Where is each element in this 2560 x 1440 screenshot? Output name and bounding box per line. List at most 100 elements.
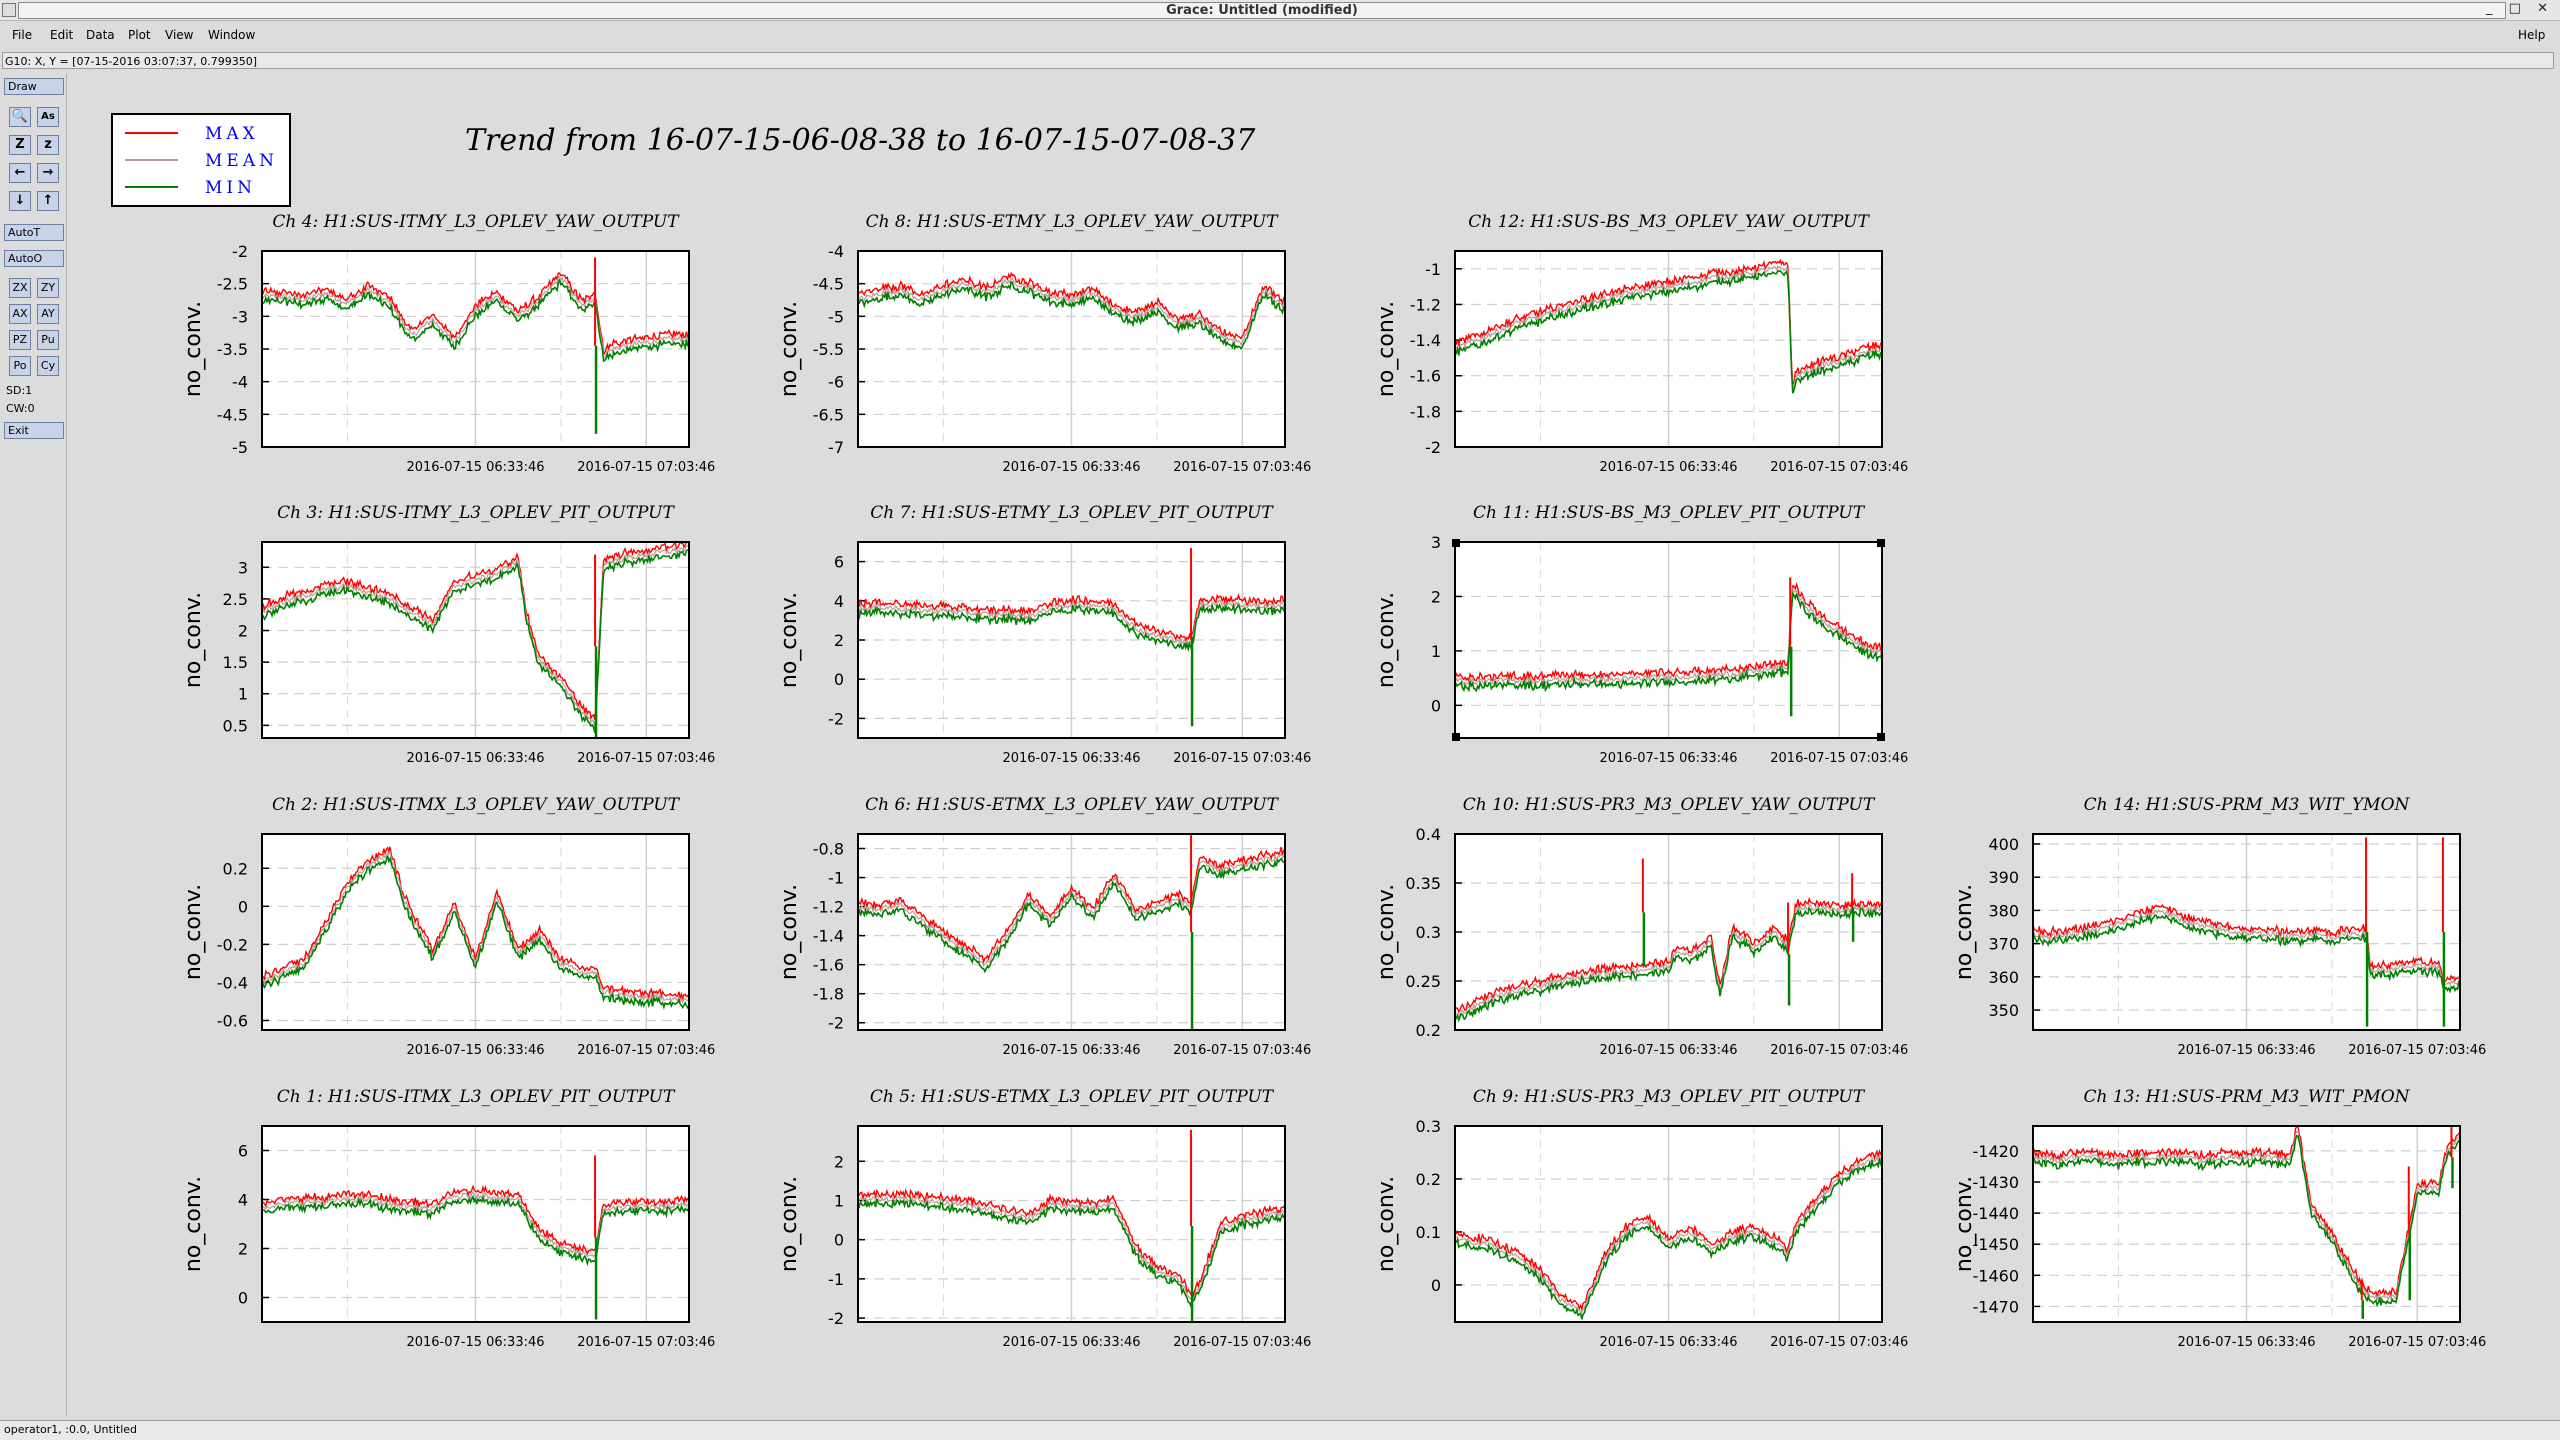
panel-title: Ch 11: H1:SUS-BS_M3_OPLEV_PIT_OUTPUT — [1473, 503, 1866, 523]
selection-handle[interactable] — [1877, 539, 1885, 547]
selection-handle[interactable] — [1452, 733, 1460, 741]
y-tick-label: 1 — [238, 685, 248, 704]
panel-ch-ch-8[interactable]: Ch 8: H1:SUS-ETMY_L3_OPLEV_YAW_OUTPUT 201… — [777, 212, 1311, 475]
series-max — [2032, 903, 2461, 983]
menu-data[interactable]: Data — [86, 28, 115, 42]
series-min — [857, 1196, 1286, 1309]
panel-ch-ch-2[interactable]: Ch 2: H1:SUS-ITMX_L3_OPLEV_YAW_OUTPUT 201… — [181, 795, 715, 1058]
y-tick-label: -1430 — [1973, 1173, 2020, 1192]
trend-chart[interactable]: MAX MEAN MIN Trend from 16-07-15-06-08-3… — [70, 74, 2560, 1416]
y-tick-label: 4 — [238, 1191, 248, 1210]
series-max — [261, 272, 690, 357]
series-min — [261, 278, 690, 363]
arrow-down-icon[interactable]: ↓ — [9, 191, 31, 211]
x-tick-label: 2016-07-15 07:03:46 — [2348, 1043, 2486, 1058]
window-controls[interactable]: _ □ ✕ — [2486, 1, 2554, 16]
menu-view[interactable]: View — [165, 28, 194, 42]
y-tick-label: 2 — [834, 631, 844, 650]
series-max — [857, 593, 1286, 642]
panel-ch-ch-4[interactable]: Ch 4: H1:SUS-ITMY_L3_OPLEV_YAW_OUTPUT 201… — [181, 212, 715, 475]
pu-button[interactable]: Pu — [37, 330, 59, 350]
panel-ch-ch-14[interactable]: Ch 14: H1:SUS-PRM_M3_WIT_YMON 2016-07-15 … — [1952, 795, 2486, 1058]
menu-plot[interactable]: Plot — [128, 28, 151, 42]
menu-file[interactable]: File — [12, 28, 33, 42]
arrow-left-icon[interactable]: ← — [9, 163, 31, 183]
series-mean — [2032, 908, 2461, 987]
zx-button[interactable]: ZX — [9, 278, 31, 298]
y-tick-label: 0.3 — [1416, 923, 1441, 942]
tool-panel: Draw 🔍 As Z z ← → ↓ ↑ AutoT AutoO ZX ZY … — [2, 74, 67, 1416]
series-max — [1454, 582, 1883, 684]
title-bar: Grace: Untitled (modified) _ □ ✕ — [0, 0, 2560, 21]
autoo-button[interactable]: AutoO — [4, 250, 64, 267]
panel-title: Ch 7: H1:SUS-ETMY_L3_OPLEV_PIT_OUTPUT — [870, 503, 1274, 523]
y-tick-label: 6 — [834, 553, 844, 572]
cy-button[interactable]: Cy — [37, 356, 59, 376]
panel-ch-ch-5[interactable]: Ch 5: H1:SUS-ETMX_L3_OPLEV_PIT_OUTPUT201… — [777, 1087, 1311, 1350]
panel-ch-ch-13[interactable]: Ch 13: H1:SUS-PRM_M3_WIT_PMON 2016-07-15 … — [1952, 1087, 2486, 1350]
menu-window[interactable]: Window — [208, 28, 256, 42]
y-tick-label: 6 — [238, 1142, 248, 1161]
panel-ch-ch-12[interactable]: Ch 12: H1:SUS-BS_M3_OPLEV_YAW_OUTPUT 2016… — [1374, 212, 1908, 475]
panel-ch-ch-11[interactable]: Ch 11: H1:SUS-BS_M3_OPLEV_PIT_OUTPUT 2016… — [1374, 503, 1908, 766]
arrow-right-icon[interactable]: → — [37, 163, 59, 183]
x-tick-label: 2016-07-15 06:33:46 — [2177, 1335, 2315, 1350]
y-tick-label: -4 — [232, 373, 248, 392]
ax-button[interactable]: AX — [9, 304, 31, 324]
zy-button[interactable]: ZY — [37, 278, 59, 298]
x-tick-label: 2016-07-15 06:33:46 — [1002, 1043, 1140, 1058]
menu-help[interactable]: Help — [2518, 28, 2546, 42]
po-button[interactable]: Po — [9, 356, 31, 376]
zoom-in-icon[interactable]: Z — [9, 135, 31, 155]
autoscale-icon[interactable]: As — [37, 107, 59, 127]
series-min — [1454, 269, 1883, 394]
y-tick-label: 1.5 — [223, 653, 248, 672]
y-tick-label: 0.5 — [223, 716, 248, 735]
y-axis-label: no_conv. — [777, 301, 802, 397]
y-tick-label: -3.5 — [217, 340, 248, 359]
draw-button[interactable]: Draw — [4, 78, 64, 95]
x-tick-label: 2016-07-15 07:03:46 — [577, 1335, 715, 1350]
panel-ch-ch-9[interactable]: Ch 9: H1:SUS-PR3_M3_OPLEV_PIT_OUTPUT 2016… — [1374, 1087, 1908, 1350]
y-axis-label: no_conv. — [1374, 884, 1399, 980]
autot-button[interactable]: AutoT — [4, 224, 64, 241]
current-world-info: CW:0 — [6, 402, 35, 415]
y-tick-label: -1 — [828, 869, 844, 888]
x-tick-label: 2016-07-15 06:33:46 — [1599, 751, 1737, 766]
legend-box[interactable]: MAX MEAN MIN — [111, 113, 291, 207]
arrow-up-icon[interactable]: ↑ — [37, 191, 59, 211]
y-axis-label: no_conv. — [1952, 884, 1977, 980]
panel-ch-ch-3[interactable]: Ch 3: H1:SUS-ITMY_L3_OPLEV_PIT_OUTPUT 201… — [181, 503, 715, 766]
ay-button[interactable]: AY — [37, 304, 59, 324]
series-mean — [857, 278, 1286, 346]
y-tick-label: 4 — [834, 592, 844, 611]
plot-frame — [1454, 541, 1883, 739]
pz-button[interactable]: PZ — [9, 330, 31, 350]
selection-handle[interactable] — [1877, 733, 1885, 741]
plot-frame — [261, 1125, 690, 1323]
exit-button[interactable]: Exit — [4, 422, 64, 439]
y-axis-label: no_conv. — [777, 1176, 802, 1272]
app-icon[interactable] — [2, 3, 16, 17]
legend-max-label: MAX — [205, 124, 259, 144]
plot-frame — [857, 1125, 1286, 1323]
panel-ch-ch-6[interactable]: Ch 6: H1:SUS-ETMX_L3_OPLEV_YAW_OUTPUT 201… — [777, 795, 1311, 1058]
plot-canvas[interactable]: MAX MEAN MIN Trend from 16-07-15-06-08-3… — [70, 74, 2560, 1416]
y-tick-label: 360 — [1988, 968, 2019, 987]
plot-frame — [2032, 1125, 2461, 1323]
y-axis-label: no_conv. — [181, 592, 206, 688]
panel-ch-ch-7[interactable]: Ch 7: H1:SUS-ETMY_L3_OPLEV_PIT_OUTPUT 201… — [777, 503, 1311, 766]
y-tick-label: 0.4 — [1416, 825, 1441, 844]
magnifier-icon[interactable]: 🔍 — [9, 107, 31, 127]
y-tick-label: -0.6 — [217, 1011, 248, 1030]
zoom-out-icon[interactable]: z — [37, 135, 59, 155]
panel-ch-ch-1[interactable]: Ch 1: H1:SUS-ITMX_L3_OPLEV_PIT_OUTPUT 201… — [181, 1087, 715, 1350]
plot-frame — [857, 541, 1286, 739]
selection-handle[interactable] — [1452, 539, 1460, 547]
y-tick-label: 0.3 — [1416, 1117, 1441, 1136]
menu-edit[interactable]: Edit — [50, 28, 74, 42]
y-tick-label: 3 — [238, 558, 248, 577]
panel-ch-ch-10[interactable]: Ch 10: H1:SUS-PR3_M3_OPLEV_YAW_OUTPUT 201… — [1374, 795, 1908, 1058]
x-tick-label: 2016-07-15 06:33:46 — [1002, 751, 1140, 766]
y-tick-label: -5 — [232, 438, 248, 457]
